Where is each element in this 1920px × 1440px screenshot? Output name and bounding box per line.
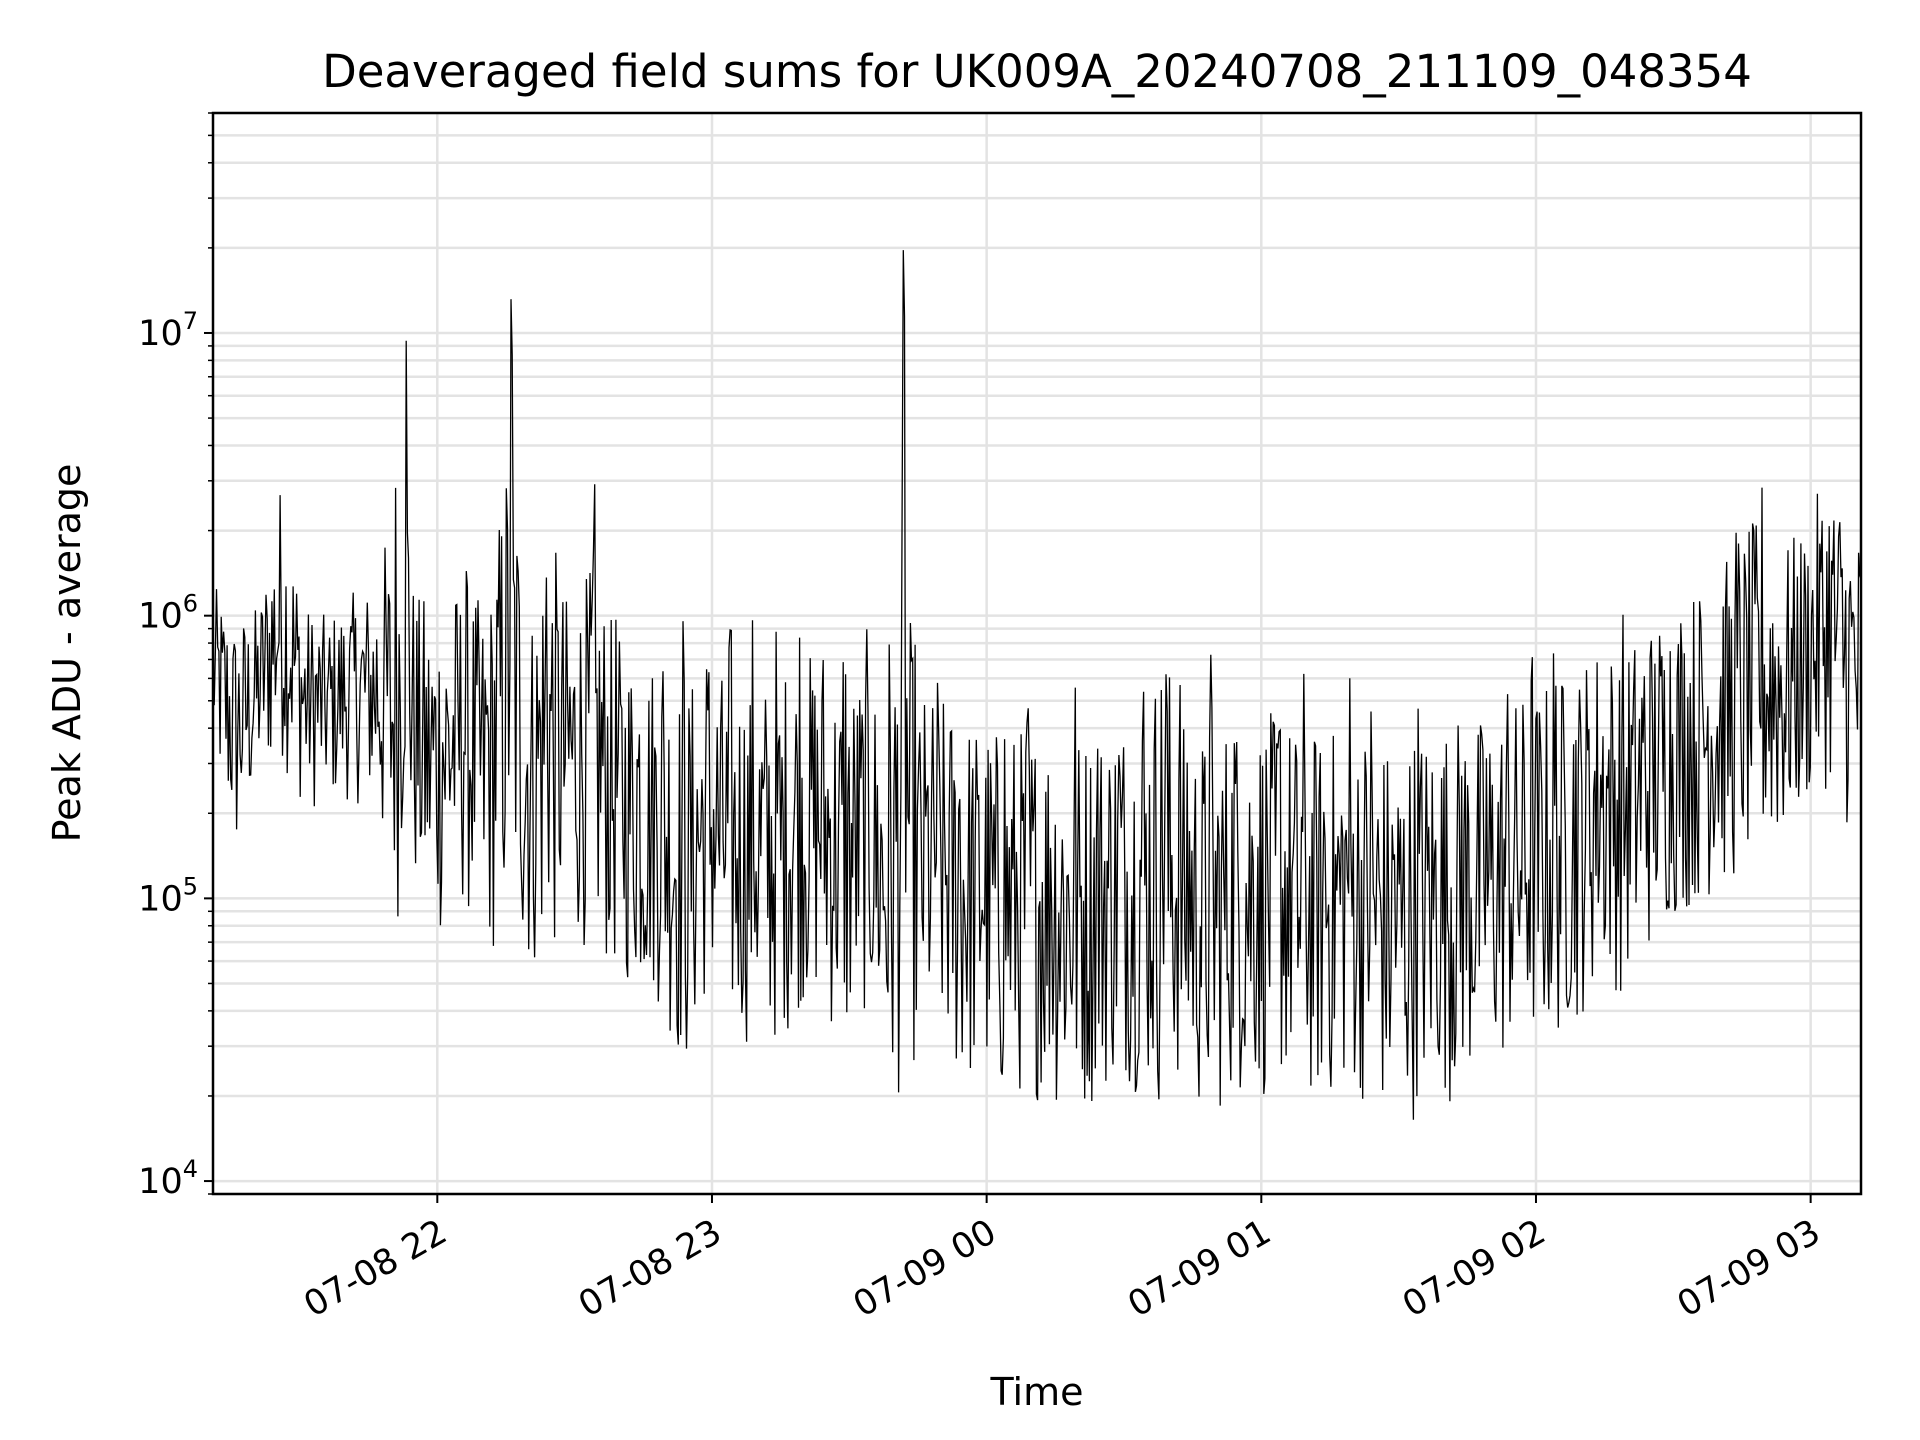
y-tick-label: 105 — [138, 872, 198, 919]
y-tick-label: 107 — [138, 307, 198, 354]
major-grid — [213, 113, 1861, 1194]
plot-frame — [211, 111, 1863, 1196]
y-axis-label: Peak ADU - average — [45, 464, 89, 843]
chart-title: Deaveraged field sums for UK009A_2024070… — [322, 45, 1752, 98]
x-axis-label: Time — [990, 1370, 1084, 1414]
series-group — [212, 250, 1862, 1120]
y-tick-label: 106 — [138, 590, 198, 637]
y-axis: 104 105 106 107 — [138, 112, 213, 1202]
y-tick-label: 104 — [138, 1155, 198, 1202]
series-line — [212, 250, 1862, 1120]
